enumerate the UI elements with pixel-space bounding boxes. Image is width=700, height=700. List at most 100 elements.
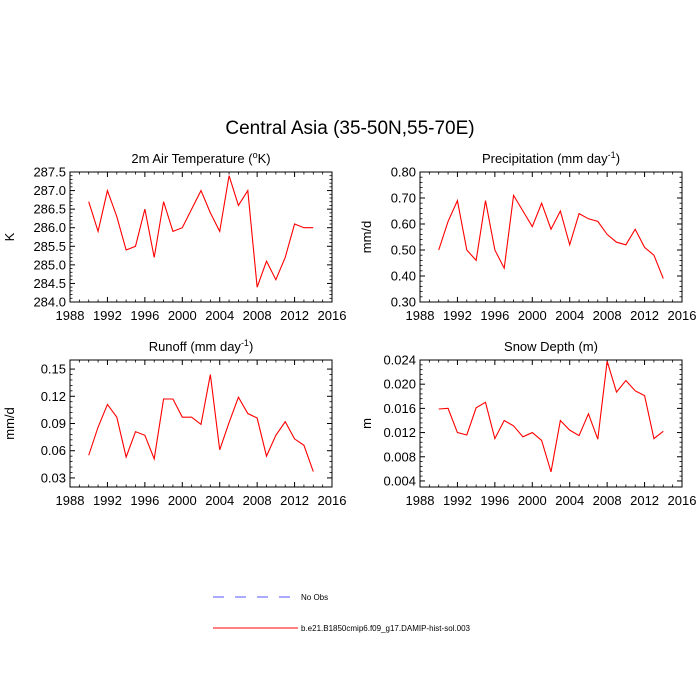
- y-tick-label: 0.70: [391, 191, 416, 206]
- x-tick-label: 2004: [555, 493, 584, 508]
- y-tick-label: 285.0: [33, 257, 66, 272]
- x-tick-label: 1992: [93, 493, 122, 508]
- x-tick-label: 2016: [668, 493, 697, 508]
- data-point: [560, 210, 561, 211]
- x-tick-label: 2008: [243, 493, 272, 508]
- x-tick-label: 2012: [630, 493, 659, 508]
- x-tick-label: 2000: [168, 493, 197, 508]
- y-tick-label: 0.50: [391, 243, 416, 258]
- data-point: [447, 221, 448, 222]
- panel-title-text: Runoff (mm day: [149, 339, 242, 354]
- data-point: [447, 408, 448, 409]
- figure-title: Central Asia (35-50N,55-70E): [225, 118, 474, 139]
- data-point: [522, 436, 523, 437]
- data-point: [541, 203, 542, 204]
- data-point: [154, 257, 155, 258]
- data-point: [466, 434, 467, 435]
- plot-frame: [419, 171, 683, 303]
- panel-title: Snow Depth (m): [504, 339, 598, 354]
- data-point: [182, 417, 183, 418]
- y-tick-label: 0.12: [41, 389, 66, 404]
- data-point: [135, 246, 136, 247]
- y-tick-label: 0.008: [383, 449, 416, 464]
- x-tick-label: 2008: [593, 493, 622, 508]
- data-point: [107, 190, 108, 191]
- data-point: [247, 413, 248, 414]
- y-tick-label: 0.020: [383, 377, 416, 392]
- y-axis-label: mm/d: [359, 221, 374, 254]
- data-point: [163, 398, 164, 399]
- data-point: [257, 287, 258, 288]
- data-point: [313, 227, 314, 228]
- panel-title: 2m Air Temperature (oK): [131, 150, 270, 166]
- data-point: [97, 427, 98, 428]
- panel-title-text: Precipitation (mm day: [482, 151, 608, 166]
- x-tick-label: 2000: [168, 308, 197, 323]
- data-point: [172, 398, 173, 399]
- data-point: [588, 218, 589, 219]
- x-tick-label: 2012: [280, 493, 309, 508]
- x-tick-label: 2004: [205, 308, 234, 323]
- data-point: [228, 175, 229, 176]
- x-tick-label: 2012: [280, 308, 309, 323]
- data-point: [607, 361, 608, 362]
- y-axis-label: K: [2, 232, 17, 241]
- data-point: [116, 216, 117, 217]
- panel-title-suffix: ): [249, 339, 253, 354]
- x-tick-label: 1996: [130, 493, 159, 508]
- data-point: [653, 438, 654, 439]
- data-point: [144, 435, 145, 436]
- panel-title-superscript: -1: [241, 338, 249, 348]
- data-point: [578, 435, 579, 436]
- x-tick-label: 1996: [480, 308, 509, 323]
- data-point: [116, 417, 117, 418]
- data-point: [494, 249, 495, 250]
- plot-frame: [419, 359, 683, 488]
- data-point: [266, 261, 267, 262]
- data-point: [653, 255, 654, 256]
- data-point: [200, 190, 201, 191]
- data-point: [219, 449, 220, 450]
- x-tick-label: 1988: [406, 493, 435, 508]
- chart-panels: 2m Air Temperature (oK) K 1988 1992 1996 2000…: [2, 150, 696, 508]
- data-point: [285, 257, 286, 258]
- y-tick-label: 0.60: [391, 217, 416, 232]
- data-point: [285, 421, 286, 422]
- x-tick-label: 2008: [593, 308, 622, 323]
- x-tick-label: 1992: [443, 308, 472, 323]
- data-point: [154, 458, 155, 459]
- data-point: [513, 425, 514, 426]
- data-point: [210, 374, 211, 375]
- data-point: [97, 231, 98, 232]
- data-point: [135, 431, 136, 432]
- x-tick-label: 2000: [518, 308, 547, 323]
- data-point: [182, 227, 183, 228]
- panel-title-suffix: K): [258, 151, 271, 166]
- data-point: [457, 200, 458, 201]
- data-point: [569, 244, 570, 245]
- x-tick-label: 2004: [205, 493, 234, 508]
- data-point: [522, 210, 523, 211]
- series-line: [88, 374, 314, 472]
- y-tick-label: 0.06: [41, 443, 66, 458]
- y-tick-label: 0.15: [41, 362, 66, 377]
- data-point: [476, 260, 477, 261]
- panel-title-superscript: o: [253, 150, 258, 160]
- panel-title: Runoff (mm day-1): [149, 338, 254, 354]
- data-point: [238, 205, 239, 206]
- data-point: [569, 430, 570, 431]
- data-point: [238, 397, 239, 398]
- data-point: [485, 200, 486, 201]
- chart-panel-4: Snow Depth (m) m 1988 1992 1996 2000 2004 2008 2…: [359, 339, 696, 508]
- data-point: [550, 471, 551, 472]
- data-point: [457, 432, 458, 433]
- data-point: [644, 247, 645, 248]
- y-tick-label: 286.0: [33, 220, 66, 235]
- x-tick-label: 1992: [93, 308, 122, 323]
- y-tick-label: 287.0: [33, 183, 66, 198]
- data-point: [88, 201, 89, 202]
- data-point: [219, 231, 220, 232]
- data-point: [532, 432, 533, 433]
- x-tick-label: 1996: [480, 493, 509, 508]
